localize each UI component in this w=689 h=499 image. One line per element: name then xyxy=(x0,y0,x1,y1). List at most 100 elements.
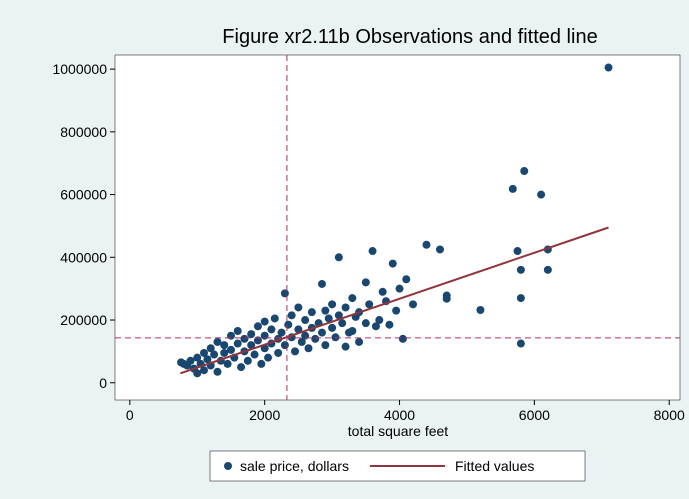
point xyxy=(203,355,212,364)
point xyxy=(237,363,246,372)
point xyxy=(253,322,262,331)
point xyxy=(368,247,377,256)
point xyxy=(260,331,269,340)
point xyxy=(338,319,347,328)
x-tick-label: 2000 xyxy=(249,407,280,423)
point xyxy=(213,337,222,346)
point xyxy=(334,253,343,262)
chart-title: Figure xr2.11b Observations and fitted l… xyxy=(222,26,597,48)
point xyxy=(199,348,208,357)
point xyxy=(206,344,215,353)
point xyxy=(328,323,337,332)
point xyxy=(226,345,235,354)
point xyxy=(392,306,401,315)
point xyxy=(291,347,300,356)
point xyxy=(210,350,219,359)
point xyxy=(537,190,546,199)
point xyxy=(233,327,242,335)
point xyxy=(375,316,384,325)
point xyxy=(321,306,330,315)
point xyxy=(257,359,266,368)
point xyxy=(226,331,235,340)
point xyxy=(267,325,276,334)
point xyxy=(280,289,289,298)
point xyxy=(213,367,222,376)
point xyxy=(378,287,387,296)
point xyxy=(476,305,485,314)
point xyxy=(402,275,411,284)
point xyxy=(220,348,229,357)
point xyxy=(365,300,374,309)
point xyxy=(223,359,232,368)
point xyxy=(233,339,242,348)
legend-marker xyxy=(224,462,232,470)
point xyxy=(186,356,195,365)
point xyxy=(516,339,525,348)
fitted-line xyxy=(180,226,609,375)
y-tick-label: 800000 xyxy=(60,124,107,140)
point xyxy=(243,356,252,365)
point xyxy=(284,320,293,329)
point xyxy=(348,327,357,335)
point xyxy=(193,353,202,362)
point xyxy=(247,330,256,339)
point xyxy=(270,314,279,323)
point xyxy=(247,341,256,350)
y-tick-label: 400000 xyxy=(60,249,107,265)
point xyxy=(250,350,259,359)
point xyxy=(260,317,269,326)
x-tick-label: 4000 xyxy=(384,407,415,423)
point xyxy=(324,314,333,323)
point xyxy=(341,342,350,351)
point xyxy=(508,184,517,193)
x-tick-label: 0 xyxy=(126,407,134,423)
y-tick-label: 600000 xyxy=(60,187,107,203)
point xyxy=(297,337,306,346)
y-tick-label: 200000 xyxy=(60,312,107,328)
point xyxy=(311,334,320,343)
point xyxy=(520,167,529,176)
point xyxy=(317,279,326,288)
point xyxy=(348,294,357,303)
point xyxy=(240,334,249,343)
x-tick-label: 6000 xyxy=(519,407,550,423)
point xyxy=(371,322,380,331)
point xyxy=(193,369,202,378)
point xyxy=(395,284,404,293)
legend-label: sale price, dollars xyxy=(240,458,349,474)
point xyxy=(604,63,613,72)
point xyxy=(543,265,552,274)
point xyxy=(307,308,316,317)
point xyxy=(334,311,343,320)
point xyxy=(516,294,525,303)
y-tick-label: 1000000 xyxy=(52,61,107,77)
point xyxy=(398,334,407,343)
point xyxy=(341,303,350,312)
point xyxy=(388,259,397,268)
legend-label: Fitted values xyxy=(455,458,534,474)
point xyxy=(355,337,364,346)
point xyxy=(287,311,296,320)
point xyxy=(304,344,313,353)
point xyxy=(264,353,273,362)
point xyxy=(442,291,451,300)
point xyxy=(220,341,229,350)
point xyxy=(321,341,330,350)
point xyxy=(361,319,370,328)
point xyxy=(274,348,283,357)
point xyxy=(294,303,303,312)
point xyxy=(385,320,394,329)
x-tick-label: 8000 xyxy=(654,407,685,423)
point xyxy=(331,333,340,342)
point xyxy=(253,336,262,345)
point xyxy=(435,245,444,254)
point xyxy=(516,265,525,274)
point xyxy=(317,328,326,337)
point xyxy=(301,331,310,340)
point xyxy=(328,300,337,309)
point xyxy=(277,328,286,337)
point xyxy=(422,240,431,249)
point xyxy=(409,300,418,309)
x-axis-label: total square feet xyxy=(348,423,449,439)
